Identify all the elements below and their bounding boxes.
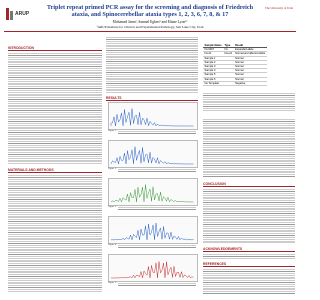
table-row: Sample 4 Normal (203, 68, 267, 74)
table-cell: Negative (233, 81, 267, 87)
table-row: FA-21 FA+21 Normal and affected allele (203, 51, 267, 57)
table-row: FA 0097 FA Expanded allele (203, 47, 267, 53)
section-heading: ACKNOWLEDGEMENTS (203, 247, 295, 252)
table-cell: Sample 4 (203, 68, 224, 74)
table-cell (223, 72, 234, 78)
title: Triplet repeat primed PCR assay for the … (46, 4, 254, 18)
section-heading: CONCLUSION (203, 182, 295, 187)
table: Sample Name Type Result FA 0097 FA Expanded a… (203, 44, 267, 87)
body-text (8, 174, 102, 292)
table-row: Sample 6 Normal (203, 77, 267, 82)
table-cell: Normal (233, 68, 267, 74)
table-cell: Normal and affected allele (233, 51, 267, 57)
body-text (203, 253, 295, 259)
table-row: No Template Negative (203, 81, 267, 87)
table-cell: FA (223, 47, 234, 53)
figure (108, 140, 198, 168)
figure-trace (110, 222, 194, 241)
section-heading: RESULTS (106, 96, 198, 101)
body-text (106, 36, 198, 94)
figure-trace (110, 108, 194, 127)
logo-right: The University of Utah (265, 6, 293, 10)
table-cell: Sample 6 (203, 77, 224, 82)
figure (108, 178, 198, 206)
table-cell: FA 0097 (203, 47, 224, 53)
logo-text: ARUP (15, 11, 30, 17)
figure-caption: Figure 4. (108, 243, 117, 246)
table-row: Sample 5 Normal (203, 72, 267, 78)
table-cell: Normal (233, 64, 267, 70)
body-text (203, 268, 295, 294)
figure (108, 102, 198, 130)
table-cell (223, 77, 234, 82)
figure-caption: Figure 2. (108, 167, 117, 170)
table-cell: Type (223, 44, 234, 49)
figure-caption: Figure 3. (108, 205, 117, 208)
figure-trace (110, 184, 194, 203)
authors: Mohamed Jama¹, Samuel Egbert¹ and Elaine… (112, 20, 188, 24)
caption-text (118, 243, 196, 248)
trace (110, 146, 194, 165)
table-cell: Sample Name (203, 44, 224, 49)
logo-left: ARUP (6, 8, 32, 22)
results-table: Sample Name Type Result FA 0097 FA Expanded a… (203, 44, 267, 87)
trace (110, 261, 194, 279)
table-cell (223, 81, 234, 87)
table-cell: No Template (203, 81, 224, 87)
table-row: Sample Name Type Result (203, 44, 267, 49)
table-cell: FA-21 (203, 51, 224, 57)
table-cell: Normal (233, 56, 267, 61)
affiliation: ¹ARUP Institute for Clinical and Experim… (96, 25, 204, 29)
table-cell: Sample 1 (203, 56, 224, 61)
figure-caption: Figure 5. (108, 281, 117, 284)
figure-trace (110, 146, 194, 165)
body-text (203, 118, 295, 178)
table-cell: Normal (233, 72, 267, 78)
table-cell: Sample 2 (203, 60, 224, 66)
caption-text (118, 129, 196, 134)
poster: ARUP The University of Utah Triplet repe… (4, 4, 296, 294)
body-text (8, 52, 102, 164)
body-text (203, 188, 295, 244)
caption-text (118, 281, 196, 286)
section-heading: REFERENCES (203, 262, 295, 267)
trace (110, 222, 194, 241)
table-cell: Sample 5 (203, 72, 224, 78)
figure-caption: Figure 1. (108, 129, 117, 132)
figure-trace (110, 261, 194, 279)
table-cell (223, 60, 234, 66)
section-heading: MATERIALS AND METHODS (8, 168, 102, 173)
trace (110, 108, 194, 127)
logo-mark (6, 8, 13, 20)
caption-text (118, 205, 196, 210)
table-cell: Expanded allele (233, 47, 267, 53)
table-row: Sample 3 Normal (203, 64, 267, 70)
figure (108, 216, 198, 244)
table-cell: Normal (233, 77, 267, 82)
table-cell (223, 68, 234, 74)
table-cell: FA+21 (223, 51, 234, 57)
section-heading: INTRODUCTION (8, 46, 102, 51)
caption-text (118, 167, 196, 172)
body-text (203, 92, 295, 112)
trace (110, 184, 194, 203)
table-cell: Result (233, 44, 267, 49)
header-rule (4, 31, 296, 33)
table-cell: Normal (233, 60, 267, 66)
table-row: Sample 2 Normal (203, 60, 267, 66)
table-row: Sample 1 Normal (203, 56, 267, 61)
table-cell (223, 64, 234, 70)
table-cell: Sample 3 (203, 64, 224, 70)
table-cell (223, 56, 234, 61)
figure (108, 254, 198, 282)
